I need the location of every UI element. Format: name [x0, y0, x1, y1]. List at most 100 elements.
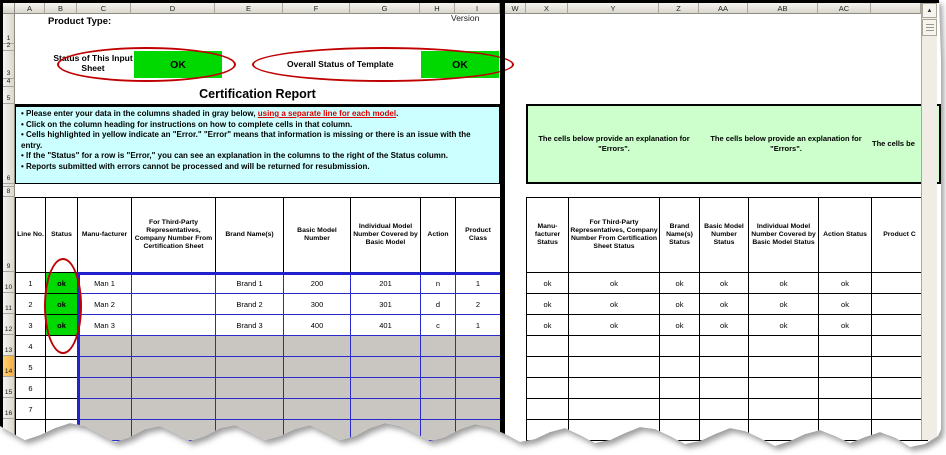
col-header-AA[interactable]: AA — [699, 3, 748, 14]
cell-line[interactable]: 6 — [16, 378, 46, 399]
cell-status-ok[interactable]: ok — [660, 315, 700, 336]
cell-status[interactable] — [46, 399, 78, 420]
cell-company[interactable] — [132, 315, 216, 336]
row-header-16[interactable]: 16 — [3, 398, 15, 419]
header-status[interactable]: Status — [46, 198, 78, 273]
row-header-8[interactable]: 8 — [3, 187, 15, 197]
col-header-G[interactable]: G — [350, 3, 420, 14]
cell-empty[interactable] — [872, 378, 928, 399]
cell-empty[interactable] — [421, 420, 456, 441]
cell-empty[interactable] — [421, 357, 456, 378]
cell-brand[interactable]: Brand 1 — [216, 273, 284, 294]
header-manufacturer-status[interactable]: Manu-facturer Status — [527, 198, 569, 273]
col-header-AC[interactable]: AC — [818, 3, 871, 14]
cell-empty[interactable] — [819, 357, 872, 378]
cell-empty[interactable] — [819, 378, 872, 399]
cell-empty[interactable] — [819, 420, 872, 441]
cell-brand[interactable]: Brand 2 — [216, 294, 284, 315]
cell-empty[interactable] — [456, 336, 501, 357]
row-header-10[interactable]: 10 — [3, 272, 15, 293]
row-header-5[interactable]: 5 — [3, 87, 15, 104]
cell-empty[interactable] — [872, 315, 928, 336]
cell-empty[interactable] — [527, 420, 569, 441]
cell-line[interactable]: 2 — [16, 294, 46, 315]
cell-status-ok[interactable]: ok — [569, 315, 660, 336]
col-header-H[interactable]: H — [420, 3, 455, 14]
cell-empty[interactable] — [351, 336, 421, 357]
cell-empty[interactable] — [527, 357, 569, 378]
header-product-class[interactable]: Product Class — [456, 198, 501, 273]
cell-empty[interactable] — [872, 399, 928, 420]
header-brand-names-status[interactable]: Brand Name(s) Status — [660, 198, 700, 273]
header-individual-model[interactable]: Individual Model Number Covered by Basic… — [351, 198, 421, 273]
cell-empty[interactable] — [749, 336, 819, 357]
col-header-E[interactable]: E — [215, 3, 283, 14]
cell-manufacturer[interactable]: Man 1 — [78, 273, 132, 294]
row-header-14-highlighted[interactable]: 14 — [3, 356, 15, 377]
cell-product-class[interactable]: 1 — [456, 315, 501, 336]
cell-status-ok[interactable]: ok — [819, 294, 872, 315]
cell-empty[interactable] — [284, 399, 351, 420]
cell-empty[interactable] — [456, 357, 501, 378]
header-company-number-status[interactable]: For Third-Party Representatives, Company… — [569, 198, 660, 273]
cell-individual-model[interactable]: 301 — [351, 294, 421, 315]
cell-empty[interactable] — [749, 378, 819, 399]
cell-action[interactable]: c — [421, 315, 456, 336]
cell-empty[interactable] — [351, 357, 421, 378]
cell-empty[interactable] — [216, 336, 284, 357]
header-brand-names[interactable]: Brand Name(s) — [216, 198, 284, 273]
cell-manufacturer[interactable]: Man 2 — [78, 294, 132, 315]
cell-company[interactable] — [132, 294, 216, 315]
cell-empty[interactable] — [700, 399, 749, 420]
cell-empty[interactable] — [749, 399, 819, 420]
select-all-corner[interactable] — [3, 3, 15, 14]
scroll-up-button[interactable]: ▲ — [922, 3, 937, 18]
col-header-B[interactable]: B — [45, 3, 77, 14]
cell-empty[interactable] — [660, 420, 700, 441]
cell-empty[interactable] — [216, 399, 284, 420]
row-header-12[interactable]: 12 — [3, 314, 15, 335]
cell-empty[interactable] — [351, 378, 421, 399]
cell-status-ok[interactable]: ok — [819, 315, 872, 336]
cell-product-class[interactable]: 1 — [456, 273, 501, 294]
row-header-11[interactable]: 11 — [3, 293, 15, 314]
col-header-F[interactable]: F — [283, 3, 350, 14]
cell-empty[interactable] — [569, 357, 660, 378]
cell-action[interactable]: n — [421, 273, 456, 294]
cell-empty[interactable] — [660, 399, 700, 420]
row-header-4[interactable]: 4 — [3, 78, 15, 87]
cell-line[interactable]: 7 — [16, 399, 46, 420]
row-header-3[interactable]: 3 — [3, 51, 15, 79]
header-company-number[interactable]: For Third-Party Representatives, Company… — [132, 198, 216, 273]
row-header-15[interactable]: 15 — [3, 377, 15, 398]
cell-empty[interactable] — [78, 357, 132, 378]
cell-empty[interactable] — [569, 420, 660, 441]
cell-empty[interactable] — [819, 399, 872, 420]
cell-empty[interactable] — [284, 378, 351, 399]
cell-status-ok[interactable]: ok — [819, 273, 872, 294]
cell-line[interactable]: 3 — [16, 315, 46, 336]
cell-empty[interactable] — [872, 336, 928, 357]
header-individual-model-status[interactable]: Individual Model Number Covered by Basic… — [749, 198, 819, 273]
cell-individual-model[interactable]: 401 — [351, 315, 421, 336]
col-header-W[interactable]: W — [505, 3, 526, 14]
cell-empty[interactable] — [132, 399, 216, 420]
header-action-status[interactable]: Action Status — [819, 198, 872, 273]
cell-basic-model[interactable]: 200 — [284, 273, 351, 294]
cell-status-ok[interactable]: ok — [569, 294, 660, 315]
col-header-Y[interactable]: Y — [568, 3, 659, 14]
cell-empty[interactable] — [351, 420, 421, 441]
cell-empty[interactable] — [216, 378, 284, 399]
pane-split-bar[interactable] — [500, 0, 505, 447]
row-header-6[interactable]: 6 — [3, 104, 15, 184]
cell-empty[interactable] — [749, 357, 819, 378]
col-header-C[interactable]: C — [77, 3, 131, 14]
cell-empty[interactable] — [78, 336, 132, 357]
cell-status-ok[interactable]: ok — [569, 273, 660, 294]
cell-empty[interactable] — [132, 336, 216, 357]
cell-status-ok[interactable]: ok — [749, 315, 819, 336]
cell-empty[interactable] — [216, 357, 284, 378]
cell-empty[interactable] — [872, 294, 928, 315]
cell-status-ok[interactable]: ok — [700, 294, 749, 315]
cell-empty[interactable] — [660, 336, 700, 357]
